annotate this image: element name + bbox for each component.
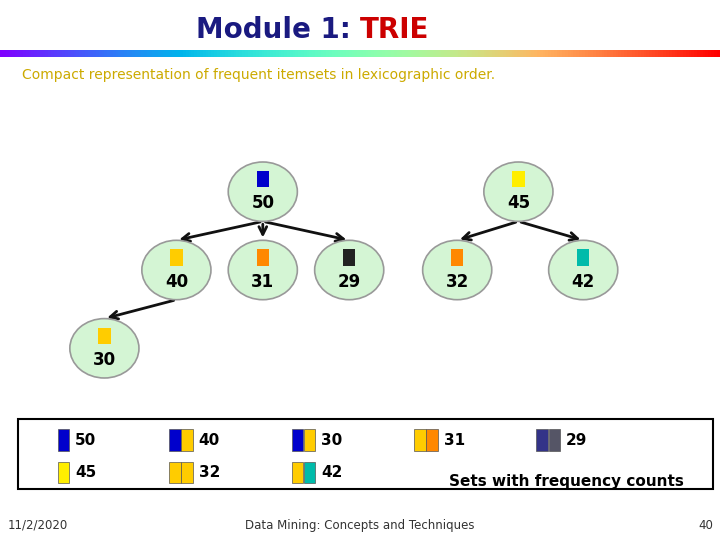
Bar bbox=[426, 429, 438, 451]
Bar bbox=[58, 429, 69, 451]
Ellipse shape bbox=[228, 240, 297, 300]
Ellipse shape bbox=[549, 240, 618, 300]
Bar bbox=[549, 429, 560, 451]
Text: 50: 50 bbox=[251, 194, 274, 212]
Bar bbox=[304, 462, 315, 483]
Bar bbox=[98, 328, 110, 344]
Text: 31: 31 bbox=[251, 273, 274, 291]
Ellipse shape bbox=[228, 162, 297, 221]
Text: 30: 30 bbox=[93, 351, 116, 369]
Ellipse shape bbox=[70, 319, 139, 378]
Text: Sets with frequency counts: Sets with frequency counts bbox=[449, 474, 684, 489]
Bar bbox=[18, 418, 713, 489]
Text: 29: 29 bbox=[338, 273, 361, 291]
Text: 29: 29 bbox=[566, 433, 588, 448]
Text: 32: 32 bbox=[446, 273, 469, 291]
Bar bbox=[169, 462, 181, 483]
Text: 31: 31 bbox=[444, 433, 464, 448]
Bar bbox=[414, 429, 426, 451]
Ellipse shape bbox=[142, 240, 211, 300]
Text: Module 1:: Module 1: bbox=[196, 16, 360, 44]
Bar bbox=[171, 249, 183, 266]
Bar bbox=[513, 171, 524, 187]
Bar bbox=[292, 462, 303, 483]
Text: 11/2/2020: 11/2/2020 bbox=[7, 519, 68, 532]
Bar bbox=[257, 249, 269, 266]
Bar bbox=[181, 429, 193, 451]
Bar bbox=[292, 429, 303, 451]
Ellipse shape bbox=[423, 240, 492, 300]
Text: 40: 40 bbox=[698, 519, 713, 532]
Bar bbox=[58, 462, 69, 483]
Text: 50: 50 bbox=[75, 433, 96, 448]
Bar bbox=[304, 429, 315, 451]
Bar bbox=[536, 429, 548, 451]
Text: 30: 30 bbox=[321, 433, 343, 448]
Text: 40: 40 bbox=[199, 433, 220, 448]
Bar bbox=[181, 462, 193, 483]
Text: 40: 40 bbox=[165, 273, 188, 291]
Text: Compact representation of frequent itemsets in lexicographic order.: Compact representation of frequent items… bbox=[22, 68, 495, 82]
Text: TRIE: TRIE bbox=[360, 16, 429, 44]
Text: Data Mining: Concepts and Techniques: Data Mining: Concepts and Techniques bbox=[246, 519, 474, 532]
Ellipse shape bbox=[315, 240, 384, 300]
Ellipse shape bbox=[484, 162, 553, 221]
Bar bbox=[343, 249, 356, 266]
Bar bbox=[257, 171, 269, 187]
Text: 32: 32 bbox=[199, 465, 220, 480]
Text: 45: 45 bbox=[75, 465, 96, 480]
Text: 42: 42 bbox=[321, 465, 343, 480]
Bar bbox=[451, 249, 464, 266]
Text: 45: 45 bbox=[507, 194, 530, 212]
Text: 42: 42 bbox=[572, 273, 595, 291]
Bar bbox=[577, 249, 590, 266]
Bar bbox=[169, 429, 181, 451]
